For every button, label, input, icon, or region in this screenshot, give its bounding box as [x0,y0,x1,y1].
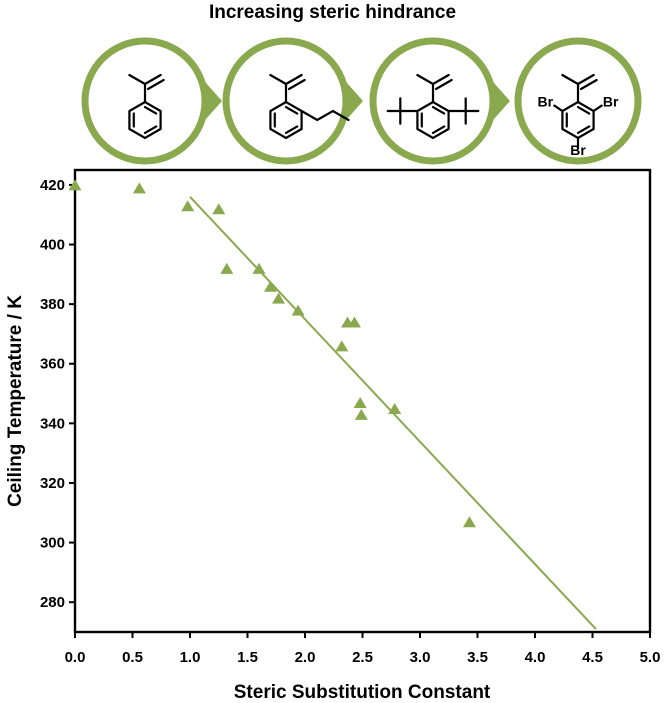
y-tick-label: 280 [40,594,65,611]
x-tick-label: 0.5 [122,649,143,666]
x-tick-label: 0.0 [65,649,86,666]
x-tick-label: 3.0 [410,649,431,666]
data-point [181,200,195,212]
data-point [335,340,349,352]
arrow-connector [206,83,222,119]
molecule-structure [269,73,350,140]
x-tick-label: 1.5 [237,649,258,666]
x-tick-label: 3.5 [467,649,488,666]
x-axis-label: Steric Substitution Constant [234,682,491,703]
y-tick-label: 340 [40,415,65,432]
data-point [272,292,286,304]
x-axis-ticks: 0.0 0.5 1.0 1.5 2.0 2.5 3.0 3.5 4.0 4.5 5.0 [65,632,661,666]
y-tick-label: 380 [40,296,65,313]
y-axis-label: Ceiling Temperature / K [5,295,26,507]
y-tick-label: 300 [40,535,65,552]
molecule-chain: Br Br Br [81,37,642,165]
data-point [264,280,277,292]
x-tick-label: 2.5 [352,649,373,666]
data-point [212,203,226,215]
header-title: Increasing steric hindrance [208,2,457,23]
x-tick-label: 1.0 [180,649,201,666]
arrow-connector [347,83,363,119]
y-tick-label: 320 [40,475,65,492]
x-tick-label: 2.0 [295,649,316,666]
data-point [462,516,476,528]
arrow-connector [494,83,510,119]
data-point [353,396,367,408]
x-tick-label: 4.0 [525,649,546,666]
molecule-structure: Br Br Br [538,73,619,158]
y-tick-label: 420 [40,177,65,194]
data-point [220,262,234,274]
data-point [354,408,368,420]
scatter-chart: 0.0 0.5 1.0 1.5 2.0 2.5 3.0 3.5 4.0 4.5 5.0 280 300… [5,168,661,703]
molecule-structure [386,73,480,140]
bromine-label: Br [538,94,554,110]
data-point [291,304,305,316]
x-tick-label: 4.5 [582,649,603,666]
molecule-structure [128,73,165,140]
data-point [347,316,361,328]
x-tick-label: 5.0 [640,649,661,666]
data-points [68,179,476,528]
y-axis-ticks: 280 300 320 340 360 380 400 420 [40,177,75,611]
data-point [252,262,266,274]
y-tick-label: 400 [40,237,65,254]
bromine-label: Br [570,142,586,158]
bromine-label: Br [603,94,619,110]
data-point [132,182,146,194]
data-point [388,402,402,414]
y-tick-label: 360 [40,356,65,373]
data-point [68,179,82,191]
